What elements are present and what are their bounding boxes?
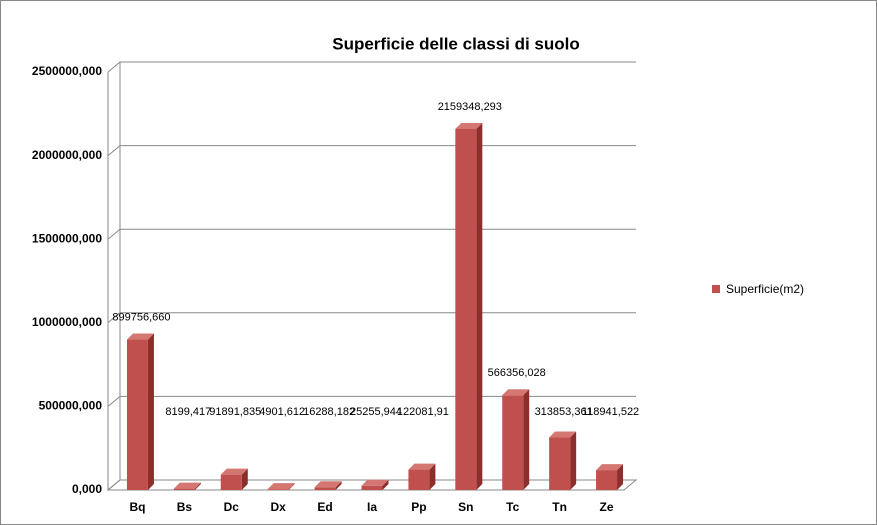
- value-label: 91891,835: [209, 406, 261, 418]
- x-tick-label: Dc: [224, 500, 240, 514]
- x-tick-label: Ia: [367, 500, 377, 514]
- x-tick-label: Tn: [552, 500, 567, 514]
- grid-line: [107, 312, 121, 324]
- bar: [549, 437, 571, 490]
- bar-side: [617, 464, 624, 490]
- grid-line: [107, 479, 121, 491]
- bar: [596, 470, 618, 490]
- x-tick-label: Sn: [458, 500, 473, 514]
- bar-side: [382, 479, 389, 490]
- y-tick-label: 500000,000: [39, 399, 103, 413]
- bar-top: [267, 483, 295, 490]
- bar-top: [361, 479, 389, 486]
- grid-line: [107, 228, 121, 240]
- value-label: 4901,612: [259, 406, 305, 418]
- bar: [220, 474, 242, 490]
- value-label: 8199,417: [165, 406, 211, 418]
- bar-top: [596, 464, 624, 471]
- value-label: 118941,522: [582, 406, 639, 418]
- bar: [267, 489, 289, 490]
- bar-top: [126, 333, 154, 340]
- bar-side: [241, 468, 248, 490]
- x-tick-label: Tc: [506, 500, 519, 514]
- bar-side: [429, 463, 436, 490]
- y-tick-label: 2000000,000: [32, 148, 102, 162]
- bar-top: [502, 389, 530, 396]
- x-tick-label: Ze: [600, 500, 614, 514]
- bar-top: [314, 481, 342, 488]
- y-tick-label: 0,000: [72, 482, 102, 496]
- value-label: 566356,028: [488, 367, 546, 379]
- y-tick-label: 2500000,000: [32, 64, 102, 78]
- bar-side: [288, 483, 295, 490]
- bar: [502, 395, 524, 490]
- legend-swatch: [712, 285, 720, 293]
- x-tick-label: Ed: [317, 500, 332, 514]
- bar: [126, 339, 148, 490]
- chart-title: Superficie delle classi di suolo: [332, 34, 580, 53]
- bar: [361, 485, 383, 490]
- x-tick-label: Bs: [177, 500, 193, 514]
- bar-side: [476, 122, 483, 490]
- grid-line: [107, 396, 121, 407]
- bar-top: [173, 482, 201, 489]
- value-label: 122081,91: [397, 406, 449, 418]
- value-label: 25255,944: [350, 406, 402, 418]
- bar: [314, 487, 336, 490]
- grid-line: [107, 145, 121, 156]
- bar-side: [523, 389, 530, 490]
- value-label: 899756,660: [112, 311, 170, 323]
- value-label: 313853,361: [535, 406, 593, 418]
- legend-label: Superficie(m2): [726, 282, 804, 296]
- y-tick-label: 1000000,000: [32, 315, 102, 329]
- bar-top: [455, 122, 483, 129]
- bar-side: [335, 481, 342, 490]
- bar-top: [408, 463, 436, 470]
- value-label: 2159348,293: [438, 101, 502, 113]
- grid-line: [107, 61, 121, 73]
- bar-top: [549, 431, 577, 438]
- bar: [455, 128, 477, 490]
- value-label: 16288,182: [303, 406, 355, 418]
- x-tick-label: Dx: [271, 500, 287, 514]
- bar-side: [570, 431, 577, 490]
- bar: [408, 469, 430, 490]
- bar-side: [194, 482, 201, 490]
- bar-top: [220, 468, 248, 475]
- bar-side: [147, 333, 154, 490]
- bar: [173, 488, 195, 490]
- y-tick-label: 1500000,000: [32, 231, 102, 245]
- x-tick-label: Pp: [411, 500, 426, 514]
- x-tick-label: Bq: [129, 500, 145, 514]
